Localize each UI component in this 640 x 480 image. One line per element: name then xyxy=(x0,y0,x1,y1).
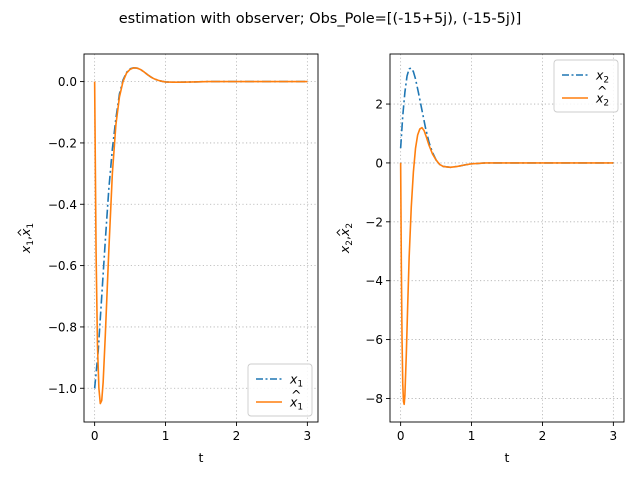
right-ylabel-hat-sub: 2 xyxy=(345,223,355,229)
right-legend-label-1: x2 xyxy=(595,91,609,109)
left-ytick-label-1: −0.2 xyxy=(48,136,77,150)
right-ytick-label-3: −4 xyxy=(365,274,383,288)
left-xtick-label-1: 1 xyxy=(162,429,170,443)
right-legend-box xyxy=(553,59,619,113)
right-series-xhat2-line xyxy=(399,126,614,406)
right-ytick-label-1: 0 xyxy=(375,156,383,170)
left-legend-label-1-main: x xyxy=(289,395,298,410)
right-xtick-label-1: 1 xyxy=(468,429,476,443)
left-legend-label-1-sub: 1 xyxy=(297,403,303,413)
left-ytick-label-3: −0.6 xyxy=(48,259,77,273)
left-xtick-label-2: 2 xyxy=(233,429,241,443)
right-series-x2-line xyxy=(399,67,614,169)
left-ylabel-hat-mark xyxy=(17,229,22,236)
left-ytick-label-5: −1.0 xyxy=(48,382,77,396)
right-legend-label-0-sub: 2 xyxy=(603,76,609,86)
right-legend-label-0: x2 xyxy=(595,68,609,86)
left-ytick-label-2: −0.4 xyxy=(48,198,77,212)
left-ylabel: x1,x1 xyxy=(18,223,36,254)
right-ylabel-main: x xyxy=(337,245,352,254)
left-legend-label-1: x1 xyxy=(289,395,303,413)
figure-suptitle: estimation with observer; Obs_Pole=[(-15… xyxy=(119,11,521,27)
right-xlabel: t xyxy=(505,450,510,465)
left-legend-box xyxy=(247,363,313,417)
left-axes-frame xyxy=(83,53,319,423)
left-ytick-label-4: −0.8 xyxy=(48,320,77,334)
right-legend-label-0-main: x xyxy=(595,68,604,83)
left-legend-label-0-main: x xyxy=(289,372,298,387)
right-legend-label-1-main: x xyxy=(595,91,604,106)
right-xtick-label-3: 3 xyxy=(610,429,618,443)
right-axes-frame xyxy=(389,53,625,423)
right-ylabel-sep: , xyxy=(337,236,352,240)
right-xtick-label-0: 0 xyxy=(397,429,405,443)
left-xlabel: t xyxy=(199,450,204,465)
left-xtick-label-0: 0 xyxy=(91,429,99,443)
left-xtick-label-3: 3 xyxy=(304,429,312,443)
right-xtick-label-2: 2 xyxy=(539,429,547,443)
right-ylabel-sub: 2 xyxy=(345,240,355,246)
right-ytick-label-5: −8 xyxy=(365,392,383,406)
left-ylabel-sub: 1 xyxy=(26,240,36,246)
right-ytick-label-0: 2 xyxy=(375,98,383,112)
left-ytick-label-0: 0.0 xyxy=(58,75,77,89)
right-ylabel: x2,x2 xyxy=(337,223,355,254)
right-legend-hat-1: ^ xyxy=(597,83,607,98)
right-ylabel-hat-mark xyxy=(336,229,341,236)
right-legend-label-1-sub: 2 xyxy=(603,99,609,109)
left-series-xhat1-line xyxy=(93,67,308,405)
left-ylabel-main: x xyxy=(18,245,33,254)
left-ylabel-hat-sub: 1 xyxy=(26,223,36,229)
left-legend-label-0-sub: 1 xyxy=(297,380,303,390)
left-legend-label-0: x1 xyxy=(289,372,303,390)
left-ylabel-hat-main: x xyxy=(18,228,33,237)
left-legend-hat-1: ^ xyxy=(291,387,301,402)
left-ylabel-sep: , xyxy=(18,236,33,240)
right-ylabel-hat-main: x xyxy=(337,228,352,237)
right-ytick-label-2: −2 xyxy=(365,215,383,229)
right-ytick-label-4: −6 xyxy=(365,333,383,347)
